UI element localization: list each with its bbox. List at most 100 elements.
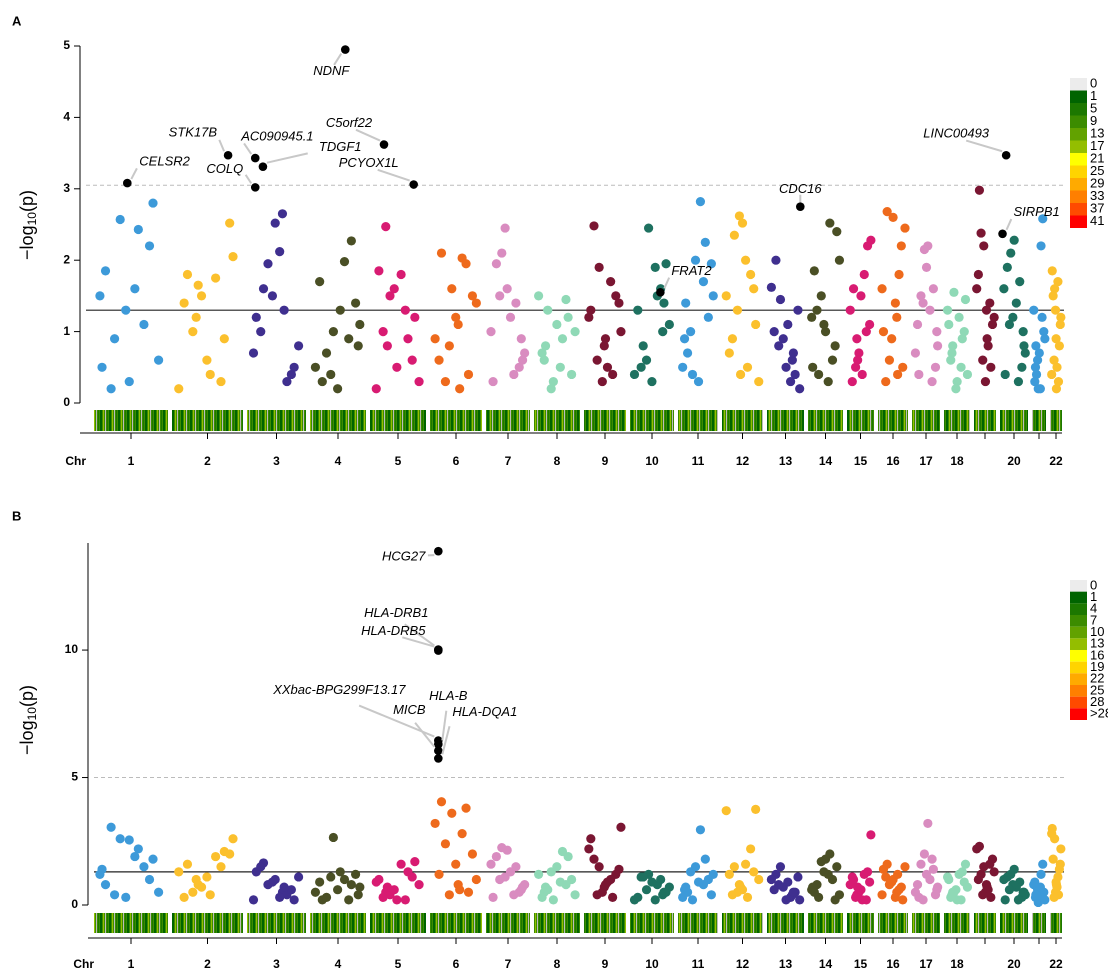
point (502, 284, 512, 294)
point (930, 362, 941, 372)
highlight-point (1001, 150, 1011, 160)
point (687, 369, 698, 380)
point (115, 214, 125, 225)
legend-label: 33 (1090, 188, 1104, 203)
point (1048, 291, 1058, 301)
point (878, 864, 889, 874)
legend-swatch (1070, 580, 1087, 592)
point (188, 327, 198, 337)
point (537, 892, 547, 902)
x-tick-label: 6 (453, 454, 460, 468)
point (894, 269, 904, 280)
x-tick-label: 9 (602, 957, 609, 969)
density-strip (878, 410, 908, 431)
y-label-part: (p) (17, 190, 37, 212)
point (896, 882, 906, 892)
point (444, 341, 454, 351)
legend-swatch (1070, 215, 1087, 228)
y-tick-label: 1 (63, 324, 70, 338)
point (174, 384, 184, 394)
point (681, 298, 691, 308)
point (106, 384, 116, 394)
point (921, 262, 932, 272)
x-tick-label: 8 (554, 957, 561, 969)
point (491, 851, 501, 862)
highlight-point (434, 746, 443, 756)
point (440, 839, 451, 849)
x-tick-label: 5 (395, 957, 402, 969)
point (896, 241, 906, 251)
point (121, 305, 131, 315)
point (516, 334, 526, 344)
point (346, 236, 356, 246)
density-strip (944, 410, 970, 431)
point (225, 849, 235, 859)
density-strip (534, 410, 580, 431)
point (636, 362, 646, 372)
density-strip (94, 410, 168, 431)
legend-swatch (1070, 153, 1087, 166)
point (315, 877, 325, 887)
x-tick-label: 12 (736, 957, 750, 969)
point (1047, 266, 1057, 276)
point (746, 269, 756, 280)
point (1035, 384, 1045, 394)
point (724, 869, 734, 880)
annotation-arrow (441, 725, 451, 755)
density-strip (630, 410, 674, 431)
highlight-point (250, 153, 260, 163)
point (664, 319, 674, 330)
legend-label: 1 (1090, 589, 1097, 604)
x-tick-label: 14 (819, 957, 833, 969)
point (1002, 262, 1012, 272)
density-strip (1000, 410, 1028, 431)
point (845, 880, 855, 890)
legend-label: 0 (1090, 76, 1097, 91)
point (270, 218, 280, 228)
point (321, 348, 332, 358)
point (543, 305, 553, 315)
point (1030, 362, 1041, 372)
point (661, 259, 671, 269)
point (548, 376, 558, 387)
point (540, 341, 551, 351)
legend-swatch (1070, 128, 1087, 141)
point (678, 892, 688, 902)
point (1030, 376, 1040, 387)
point (130, 851, 140, 862)
highlight-point (434, 754, 443, 763)
annotation-arrow (355, 128, 381, 142)
x-tick-label: 20 (1007, 957, 1021, 969)
point (832, 862, 842, 872)
point (202, 872, 212, 882)
point (179, 298, 189, 308)
legend-swatch (1070, 696, 1087, 709)
gene-label: NDNF (313, 63, 350, 78)
point (396, 859, 406, 869)
point (520, 348, 530, 358)
point (392, 362, 402, 372)
point (294, 341, 304, 351)
point (959, 327, 969, 337)
point (687, 895, 698, 905)
point (1052, 362, 1062, 372)
point (182, 859, 193, 869)
point (592, 890, 602, 900)
density-strip (584, 410, 626, 431)
annotation-arrow (130, 167, 138, 180)
point (956, 895, 966, 905)
point (115, 834, 125, 844)
point (463, 887, 474, 897)
annotation-arrow (1005, 218, 1013, 231)
point (944, 319, 954, 330)
point (724, 348, 734, 358)
point (557, 334, 568, 344)
point (999, 874, 1009, 885)
point (100, 266, 111, 276)
legend-label: 7 (1090, 612, 1097, 627)
density-strip (630, 913, 674, 933)
point (495, 874, 505, 885)
point (328, 832, 338, 843)
x-tick-label: 10 (645, 454, 659, 468)
point (225, 218, 235, 228)
